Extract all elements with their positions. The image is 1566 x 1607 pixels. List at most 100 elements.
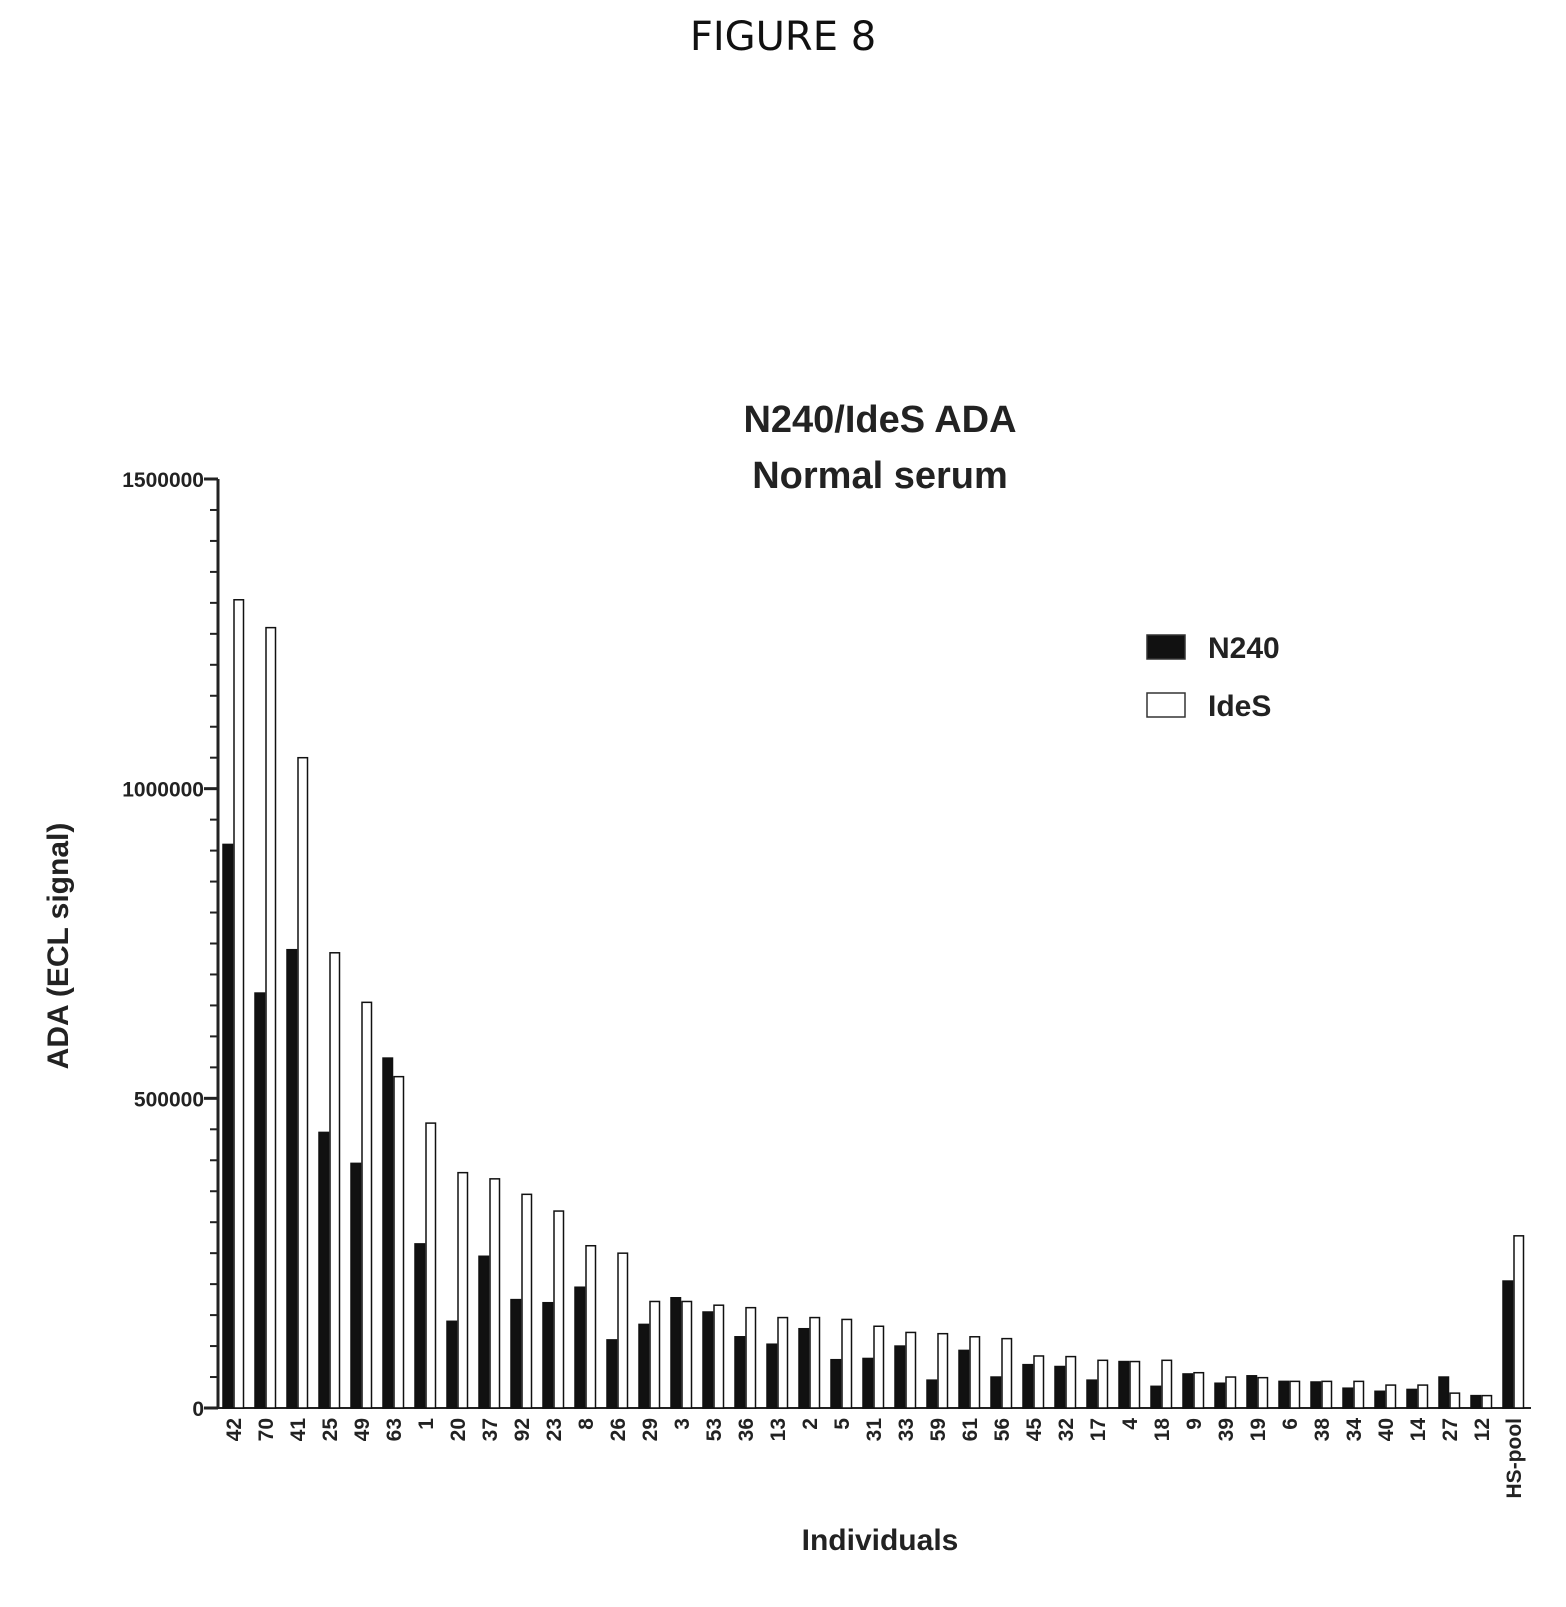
x-category-label: 45 (1023, 1418, 1046, 1442)
bar-ides-59 (937, 1332, 949, 1409)
x-category-label: 70 (255, 1418, 278, 1441)
chart-title-line-1: N240/IdeS ADA (743, 399, 1016, 441)
x-category-label: 33 (895, 1418, 918, 1441)
bar-n240-56 (990, 1376, 1002, 1409)
x-category-label: 29 (639, 1418, 662, 1441)
x-category-label: 36 (735, 1418, 758, 1441)
bar-n240-29 (638, 1323, 650, 1409)
bar-n240-92 (510, 1298, 522, 1409)
x-category-label: 42 (223, 1418, 246, 1441)
bar-n240-23 (542, 1301, 554, 1409)
x-category-label: 6 (1279, 1418, 1302, 1430)
x-category-label: 12 (1471, 1418, 1494, 1441)
bar-ides-32 (1065, 1355, 1077, 1409)
x-category-label: 3 (671, 1418, 694, 1430)
bar-n240-20 (446, 1320, 458, 1409)
bar-ides-92 (521, 1193, 533, 1409)
bar-ides-4 (1129, 1360, 1141, 1409)
x-category-label: 17 (1087, 1418, 1110, 1441)
x-category-label: 27 (1439, 1418, 1462, 1441)
bar-n240-1 (414, 1243, 426, 1409)
bar-n240-26 (606, 1339, 618, 1409)
y-tick-label: 1000000 (122, 779, 204, 802)
bar-ides-36 (745, 1306, 757, 1409)
y-tick-label: 1500000 (122, 469, 204, 492)
bar-ides-27 (1449, 1392, 1461, 1409)
legend-swatch-n240 (1146, 634, 1186, 660)
bar-n240-32 (1054, 1365, 1066, 1409)
bar-n240-45 (1022, 1363, 1034, 1409)
bar-n240-5 (830, 1358, 842, 1409)
bar-ides-40 (1385, 1384, 1397, 1409)
x-category-label: 31 (863, 1418, 886, 1442)
x-category-label: 20 (447, 1418, 470, 1441)
bar-ides-19 (1257, 1376, 1269, 1409)
bar-n240-38 (1310, 1381, 1322, 1409)
bar-n240-19 (1246, 1375, 1258, 1409)
x-category-label: 49 (351, 1418, 374, 1441)
bar-ides-2 (809, 1316, 821, 1409)
bar-n240-40 (1374, 1390, 1386, 1409)
x-category-label: 92 (511, 1418, 534, 1441)
bar-ides-9 (1193, 1371, 1205, 1409)
bar-ides-6 (1289, 1380, 1301, 1409)
bar-n240-17 (1086, 1379, 1098, 1409)
bar-n240-37 (478, 1255, 490, 1409)
bar-ides-25 (329, 952, 341, 1409)
bar-ides-70 (265, 626, 277, 1409)
bar-n240-41 (286, 948, 298, 1409)
bar-ides-37 (489, 1178, 501, 1409)
x-axis-label: Individuals (802, 1524, 959, 1557)
x-category-label: 39 (1215, 1418, 1238, 1441)
x-category-label: 4 (1119, 1418, 1142, 1430)
bar-n240-34 (1342, 1387, 1354, 1409)
x-category-label: 40 (1375, 1418, 1398, 1441)
x-category-label: 41 (287, 1418, 310, 1442)
bar-n240-12 (1470, 1394, 1482, 1409)
legend-swatch-ides (1146, 692, 1186, 718)
bar-n240-2 (798, 1327, 810, 1409)
x-category-label: 61 (959, 1418, 982, 1442)
bar-n240-6 (1278, 1380, 1290, 1409)
bar-n240-14 (1406, 1388, 1418, 1409)
bar-n240-3 (670, 1297, 682, 1409)
bar-n240-13 (766, 1343, 778, 1409)
x-category-label: 32 (1055, 1418, 1078, 1441)
x-category-label: 38 (1311, 1418, 1334, 1442)
x-category-label: 18 (1151, 1418, 1174, 1442)
bar-ides-39 (1225, 1376, 1237, 1409)
bar-n240-9 (1182, 1373, 1194, 1409)
bar-ides-34 (1353, 1380, 1365, 1409)
bar-ides-49 (361, 1001, 373, 1409)
bar-n240-18 (1150, 1385, 1162, 1409)
bar-ides-hs-pool (1513, 1235, 1525, 1409)
x-category-label: 8 (575, 1418, 598, 1430)
bar-ides-18 (1161, 1359, 1173, 1409)
bar-ides-14 (1417, 1384, 1429, 1409)
figure-label: FIGURE 8 (689, 14, 877, 60)
bar-ides-12 (1481, 1394, 1493, 1409)
x-category-label: 26 (607, 1418, 630, 1441)
bar-n240-27 (1438, 1376, 1450, 1409)
bar-n240-61 (958, 1349, 970, 1409)
x-category-label: 37 (479, 1418, 502, 1441)
x-category-label: 56 (991, 1418, 1014, 1441)
bar-n240-39 (1214, 1382, 1226, 1409)
bar-ides-23 (553, 1210, 565, 1409)
bar-n240-33 (894, 1345, 906, 1409)
x-category-label: 34 (1343, 1418, 1366, 1442)
bar-ides-5 (841, 1318, 853, 1409)
legend: N240 IdeS (1146, 632, 1280, 723)
x-category-label: 63 (383, 1418, 406, 1441)
y-tick-label: 500000 (134, 1088, 204, 1111)
bar-ides-56 (1001, 1337, 1013, 1409)
bar-n240-25 (318, 1131, 330, 1409)
bar-ides-29 (649, 1300, 661, 1409)
bar-n240-36 (734, 1336, 746, 1409)
bar-n240-31 (862, 1357, 874, 1409)
bar-ides-26 (617, 1252, 629, 1409)
bar-n240-8 (574, 1286, 586, 1409)
x-category-label: 14 (1407, 1418, 1430, 1442)
